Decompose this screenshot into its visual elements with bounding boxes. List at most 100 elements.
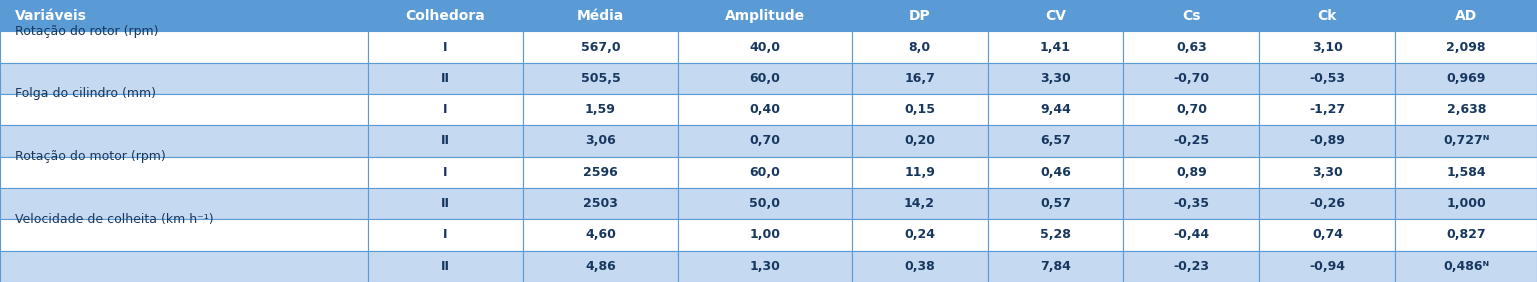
Bar	[523, 0, 678, 31]
Bar	[1259, 251, 1396, 282]
Text: 1,30: 1,30	[749, 260, 781, 273]
Bar	[1396, 0, 1537, 31]
Bar	[0, 0, 369, 31]
Bar	[1396, 94, 1537, 125]
Bar	[369, 125, 523, 157]
Text: 40,0: 40,0	[749, 41, 781, 54]
Text: 2503: 2503	[583, 197, 618, 210]
Bar	[851, 0, 988, 31]
Text: I: I	[443, 41, 447, 54]
Text: Amplitude: Amplitude	[724, 9, 805, 23]
Text: 16,7: 16,7	[904, 72, 934, 85]
Bar	[523, 94, 678, 125]
Text: Folga do cilindro (mm): Folga do cilindro (mm)	[15, 87, 157, 100]
Bar	[1259, 94, 1396, 125]
Bar	[1124, 219, 1259, 251]
Text: CV: CV	[1045, 9, 1067, 23]
Bar	[523, 157, 678, 188]
Text: 0,969: 0,969	[1446, 72, 1486, 85]
Text: 2,098: 2,098	[1446, 41, 1486, 54]
Bar	[369, 219, 523, 251]
Bar	[523, 219, 678, 251]
Text: 0,46: 0,46	[1041, 166, 1071, 179]
Bar	[523, 125, 678, 157]
Text: 3,10: 3,10	[1313, 41, 1343, 54]
Bar	[1259, 188, 1396, 219]
Bar	[988, 219, 1124, 251]
Text: Ck: Ck	[1317, 9, 1337, 23]
Bar	[1124, 63, 1259, 94]
Text: Rotação do motor (rpm): Rotação do motor (rpm)	[15, 150, 166, 163]
Bar	[1124, 31, 1259, 63]
Text: -0,35: -0,35	[1173, 197, 1210, 210]
Text: -0,53: -0,53	[1310, 72, 1345, 85]
Bar	[988, 188, 1124, 219]
Bar	[1259, 31, 1396, 63]
Text: II: II	[441, 260, 450, 273]
Text: 0,827: 0,827	[1446, 228, 1486, 241]
Text: 1,00: 1,00	[749, 228, 781, 241]
Bar	[0, 63, 369, 94]
Bar	[678, 188, 851, 219]
Text: 11,9: 11,9	[904, 166, 934, 179]
Text: 7,84: 7,84	[1041, 260, 1071, 273]
Text: 0,40: 0,40	[749, 103, 781, 116]
Text: 0,20: 0,20	[904, 135, 934, 147]
Bar	[678, 63, 851, 94]
Bar	[0, 125, 369, 157]
Text: II: II	[441, 197, 450, 210]
Text: Velocidade de colheita (km h⁻¹): Velocidade de colheita (km h⁻¹)	[15, 213, 214, 226]
Bar	[1124, 157, 1259, 188]
Bar	[1396, 188, 1537, 219]
Bar	[678, 157, 851, 188]
Bar	[988, 0, 1124, 31]
Text: 1,59: 1,59	[586, 103, 616, 116]
Bar	[369, 94, 523, 125]
Bar	[988, 31, 1124, 63]
Text: -0,44: -0,44	[1173, 228, 1210, 241]
Bar	[369, 63, 523, 94]
Text: Colhedora: Colhedora	[406, 9, 486, 23]
Bar	[851, 94, 988, 125]
Bar	[0, 157, 369, 188]
Text: 2596: 2596	[583, 166, 618, 179]
Text: -0,26: -0,26	[1310, 197, 1345, 210]
Text: 2,638: 2,638	[1446, 103, 1486, 116]
Text: I: I	[443, 166, 447, 179]
Text: 0,70: 0,70	[1176, 103, 1207, 116]
Text: 3,30: 3,30	[1313, 166, 1343, 179]
Bar	[851, 251, 988, 282]
Bar	[0, 188, 369, 219]
Bar	[1396, 63, 1537, 94]
Text: 4,60: 4,60	[586, 228, 616, 241]
Bar	[369, 157, 523, 188]
Bar	[988, 157, 1124, 188]
Text: Rotação do rotor (rpm): Rotação do rotor (rpm)	[15, 25, 158, 38]
Bar	[678, 219, 851, 251]
Bar	[851, 125, 988, 157]
Text: 0,15: 0,15	[904, 103, 934, 116]
Text: 0,63: 0,63	[1176, 41, 1207, 54]
Text: 6,57: 6,57	[1041, 135, 1071, 147]
Bar	[988, 63, 1124, 94]
Bar	[1396, 219, 1537, 251]
Bar	[1124, 125, 1259, 157]
Text: II: II	[441, 135, 450, 147]
Bar	[678, 251, 851, 282]
Bar	[851, 188, 988, 219]
Bar	[523, 31, 678, 63]
Text: 0,70: 0,70	[749, 135, 781, 147]
Bar	[1396, 125, 1537, 157]
Bar	[1396, 157, 1537, 188]
Text: -0,23: -0,23	[1173, 260, 1210, 273]
Bar	[851, 219, 988, 251]
Bar	[851, 157, 988, 188]
Bar	[1396, 31, 1537, 63]
Text: 0,89: 0,89	[1176, 166, 1207, 179]
Text: -0,25: -0,25	[1173, 135, 1210, 147]
Text: 50,0: 50,0	[749, 197, 781, 210]
Bar	[0, 94, 369, 125]
Bar	[851, 63, 988, 94]
Bar	[369, 188, 523, 219]
Bar	[523, 63, 678, 94]
